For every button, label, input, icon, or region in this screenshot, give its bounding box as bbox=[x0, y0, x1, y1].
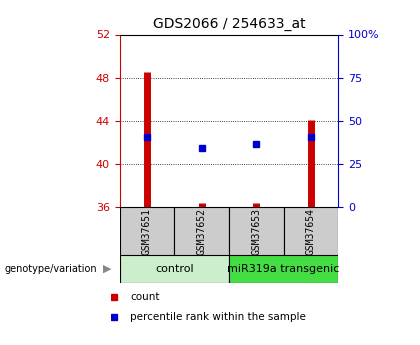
Text: miR319a transgenic: miR319a transgenic bbox=[227, 264, 340, 274]
Bar bbox=[174, 207, 229, 255]
Text: GSM37653: GSM37653 bbox=[251, 208, 261, 255]
Bar bbox=[229, 255, 338, 283]
Bar bbox=[120, 207, 174, 255]
Text: genotype/variation: genotype/variation bbox=[4, 264, 97, 274]
Text: GSM37654: GSM37654 bbox=[306, 208, 316, 255]
Bar bbox=[229, 207, 284, 255]
Text: GSM37651: GSM37651 bbox=[142, 208, 152, 255]
Text: percentile rank within the sample: percentile rank within the sample bbox=[130, 313, 306, 322]
Text: control: control bbox=[155, 264, 194, 274]
Text: GSM37652: GSM37652 bbox=[197, 208, 207, 255]
Bar bbox=[284, 207, 338, 255]
Title: GDS2066 / 254633_at: GDS2066 / 254633_at bbox=[152, 17, 305, 31]
Text: ▶: ▶ bbox=[103, 264, 111, 274]
Text: count: count bbox=[130, 292, 160, 302]
Bar bbox=[120, 255, 229, 283]
